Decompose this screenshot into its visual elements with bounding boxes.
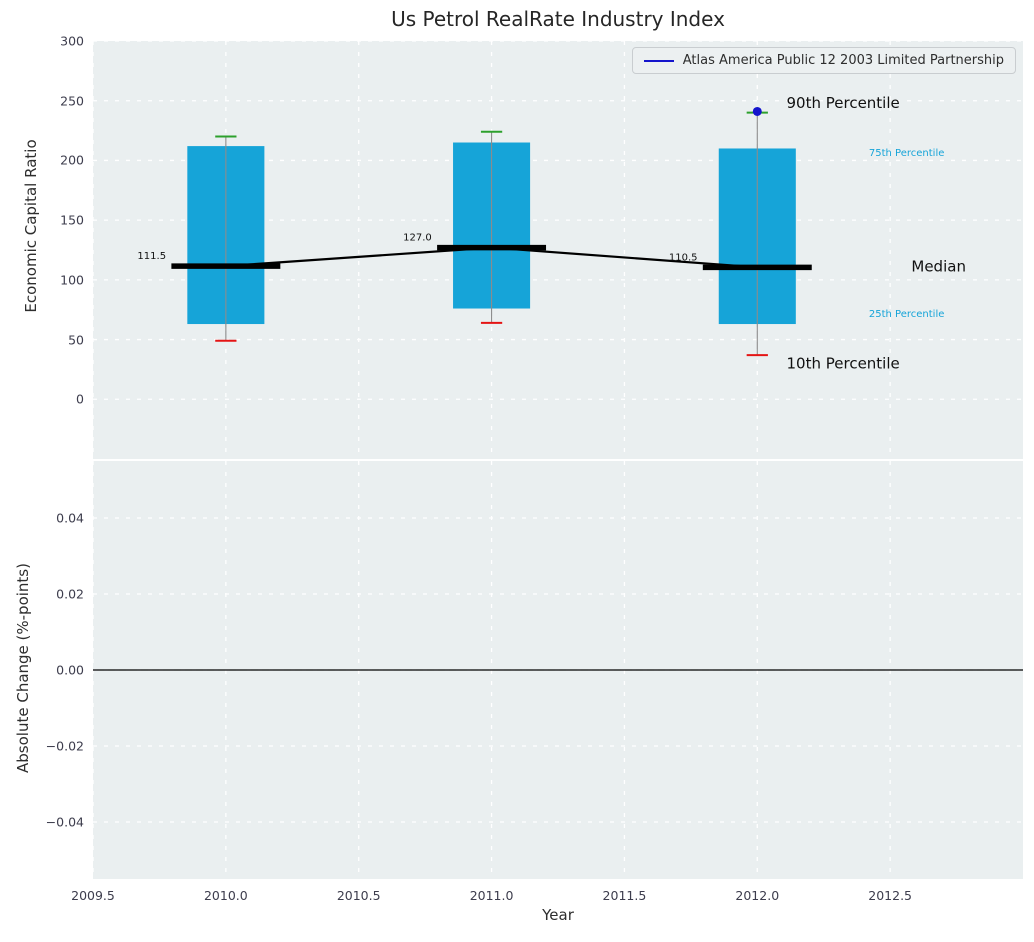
top-ytick-label: 150 [60,212,84,228]
legend-label: Atlas America Public 12 2003 Limited Par… [682,53,1004,68]
xtick-label: 2011.5 [602,888,647,903]
legend: Atlas America Public 12 2003 Limited Par… [631,47,1016,74]
bottom-ytick-label: 0.00 [56,662,84,678]
bottom-ytick-label: −0.04 [45,814,84,830]
bottom-ytick-label: −0.02 [45,738,84,754]
legend-line-sample [643,59,674,62]
annotation-median: Median [911,258,966,276]
xtick-label: 2009.5 [71,888,115,903]
top-plot-area: 111.5 127.0 110.5 90th Percentile 75th Perce… [93,41,1023,459]
xtick-label: 2010.5 [336,888,381,903]
median-value-label: 111.5 [137,251,166,262]
median-value-label: 110.5 [669,252,698,263]
annotation-90th-percentile: 90th Percentile [787,94,900,112]
xtick-label: 2012.5 [868,888,913,903]
x-axis-label: Year [542,906,574,924]
annotation-25th-percentile: 25th Percentile [869,309,945,320]
chart-title: Us Petrol RealRate Industry Index [391,7,725,31]
bottom-ytick-label: 0.02 [56,586,84,602]
company-point [752,106,762,116]
top-ytick-label: 250 [60,93,84,109]
top-y-axis-label: Economic Capital Ratio [22,139,40,313]
annotation-10th-percentile: 10th Percentile [787,354,900,372]
boxplot-svg: 111.5 127.0 110.5 90th Percentile 75th Perce… [93,41,1023,459]
median-value-label: 127.0 [403,233,432,244]
bottom-y-axis-label: Absolute Change (%-points) [14,563,32,773]
xtick-label: 2011.0 [469,888,514,903]
change-plot-svg [93,461,1023,879]
top-ytick-label: 200 [60,152,84,168]
top-ytick-label: 50 [68,332,84,348]
top-ytick-label: 300 [60,33,84,49]
top-ytick-label: 100 [60,272,84,288]
xtick-label: 2012.0 [735,888,780,903]
bottom-plot-area [93,461,1023,879]
xtick-label: 2010.0 [203,888,248,903]
bottom-ytick-label: 0.04 [56,510,84,526]
annotation-75th-percentile: 75th Percentile [869,148,945,159]
top-ytick-label: 0 [76,391,84,407]
